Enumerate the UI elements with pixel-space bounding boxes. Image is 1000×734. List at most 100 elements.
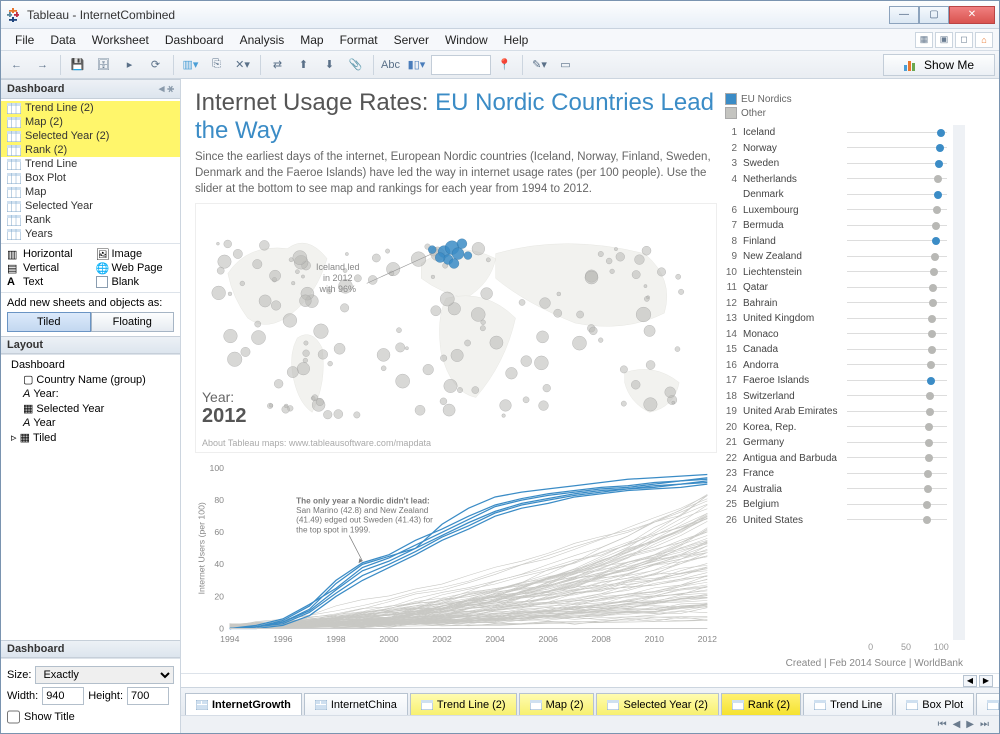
minimize-button[interactable]: — — [889, 6, 919, 24]
tab[interactable]: Trend Line (2) — [410, 693, 517, 715]
rank-row[interactable]: 24Australia — [725, 482, 953, 498]
close-button[interactable]: ✕ — [949, 6, 995, 24]
clear-button[interactable]: ✕▾ — [231, 54, 255, 76]
sheet-item[interactable]: Map — [1, 185, 180, 199]
hscroll-right[interactable]: ▶ — [979, 675, 993, 687]
obj-blank[interactable]: Blank — [96, 276, 175, 288]
rank-row[interactable]: 15Canada — [725, 342, 953, 358]
menu-server[interactable]: Server — [386, 31, 437, 49]
rank-row[interactable]: 11Qatar — [725, 280, 953, 296]
rank-row[interactable]: 25Belgium — [725, 497, 953, 513]
sheet-item[interactable]: Rank (2) — [1, 143, 180, 157]
tab[interactable]: InternetGrowth — [185, 693, 302, 715]
nav-next[interactable]: ▶ — [966, 719, 974, 730]
rank-row[interactable]: 14Monaco — [725, 327, 953, 343]
trend-chart[interactable]: 0204060801001994199619982000200220042006… — [195, 457, 717, 657]
sheet-item[interactable]: Years — [1, 227, 180, 241]
rank-row[interactable]: 3Sweden — [725, 156, 953, 172]
view-window-icon[interactable]: ◻ — [955, 32, 973, 48]
rank-row[interactable]: 19United Arab Emirates — [725, 404, 953, 420]
rank-row[interactable]: 13United Kingdom — [725, 311, 953, 327]
menu-data[interactable]: Data — [42, 31, 83, 49]
tab[interactable]: Selected Year (2) — [596, 693, 718, 715]
world-map[interactable]: Iceland ledin 2012with 96% Year:2012 Abo… — [195, 203, 717, 453]
label-button[interactable]: Abc — [379, 54, 403, 76]
height-input[interactable] — [127, 687, 169, 705]
sheet-item[interactable]: Box Plot — [1, 171, 180, 185]
rank-row[interactable]: 4Netherlands — [725, 172, 953, 188]
tab[interactable]: Map — [976, 693, 999, 715]
scroll-up-button[interactable]: ▲ — [953, 125, 965, 137]
rank-row[interactable]: 17Faeroe Islands — [725, 373, 953, 389]
rank-row[interactable]: 21Germany — [725, 435, 953, 451]
chart-type-button[interactable]: ▮▯▾ — [405, 54, 429, 76]
layout-node[interactable]: Dashboard — [5, 358, 176, 372]
sheet-item[interactable]: Selected Year — [1, 199, 180, 213]
width-input[interactable] — [42, 687, 84, 705]
sort-asc-button[interactable]: ⬆ — [292, 54, 316, 76]
tab[interactable]: Rank (2) — [721, 693, 801, 715]
highlight-button[interactable]: ✎▾ — [528, 54, 552, 76]
scroll-down-button[interactable]: ▼ — [953, 628, 965, 640]
menu-dashboard[interactable]: Dashboard — [157, 31, 232, 49]
tab[interactable]: Map (2) — [519, 693, 595, 715]
rank-row[interactable]: 2Norway — [725, 141, 953, 157]
rank-row[interactable]: 22Antigua and Barbuda — [725, 451, 953, 467]
rank-row[interactable]: 8Finland — [725, 234, 953, 250]
rank-row[interactable]: 26United States — [725, 513, 953, 529]
duplicate-button[interactable]: ⎘ — [205, 54, 229, 76]
new-worksheet-button[interactable]: ▥▾ — [179, 54, 203, 76]
rank-row[interactable]: 1Iceland — [725, 125, 953, 141]
sheet-item[interactable]: Trend Line — [1, 157, 180, 171]
rank-row[interactable]: 18Switzerland — [725, 389, 953, 405]
rank-row[interactable]: 9New Zealand — [725, 249, 953, 265]
nav-first[interactable]: ⏮ — [938, 719, 947, 730]
layout-node[interactable]: A Year — [5, 416, 176, 430]
autoupdate-button[interactable]: ▸ — [118, 54, 142, 76]
tab[interactable]: Trend Line — [803, 693, 893, 715]
sheet-item[interactable]: Trend Line (2) — [1, 101, 180, 115]
tiled-button[interactable]: Tiled — [7, 312, 91, 332]
nav-prev[interactable]: ◀ — [953, 719, 961, 730]
pin-button[interactable]: 📍 — [493, 54, 517, 76]
menu-help[interactable]: Help — [496, 31, 537, 49]
undo-button[interactable]: ← — [5, 54, 29, 76]
group-button[interactable]: 📎 — [344, 54, 368, 76]
fit-selector[interactable] — [431, 55, 491, 75]
redo-button[interactable]: → — [31, 54, 55, 76]
rank-row[interactable]: 10Liechtenstein — [725, 265, 953, 281]
rank-row[interactable]: Denmark — [725, 187, 953, 203]
menu-analysis[interactable]: Analysis — [232, 31, 293, 49]
sort-desc-button[interactable]: ⬇ — [318, 54, 342, 76]
nav-last[interactable]: ⏭ — [980, 719, 989, 730]
obj-image[interactable]: 🖼Image — [96, 248, 175, 260]
rank-row[interactable]: 20Korea, Rep. — [725, 420, 953, 436]
layout-node[interactable]: ▢ Country Name (group) — [5, 372, 176, 387]
rank-row[interactable]: 23France — [725, 466, 953, 482]
swap-button[interactable]: ⇄ — [266, 54, 290, 76]
sheet-item[interactable]: Map (2) — [1, 115, 180, 129]
run-button[interactable]: ⟳ — [144, 54, 168, 76]
obj-text[interactable]: AText — [7, 276, 86, 288]
maximize-button[interactable]: ▢ — [919, 6, 949, 24]
rank-row[interactable]: 6Luxembourg — [725, 203, 953, 219]
menu-map[interactable]: Map — [292, 31, 331, 49]
floating-button[interactable]: Floating — [91, 312, 175, 332]
obj-webpage[interactable]: 🌐Web Page — [96, 262, 175, 274]
view-grid-icon[interactable]: ▣ — [935, 32, 953, 48]
tab[interactable]: Box Plot — [895, 693, 974, 715]
obj-horizontal[interactable]: ▥Horizontal — [7, 248, 86, 260]
sheet-item[interactable]: Rank — [1, 213, 180, 227]
hscroll-left[interactable]: ◀ — [963, 675, 977, 687]
sheet-item[interactable]: Selected Year (2) — [1, 129, 180, 143]
layout-node[interactable]: ▹ ▦ Tiled — [5, 430, 176, 445]
scrollbar-thumb[interactable] — [953, 137, 965, 177]
menu-format[interactable]: Format — [332, 31, 386, 49]
show-title-checkbox[interactable] — [7, 708, 20, 726]
size-select[interactable]: Exactly — [35, 666, 174, 684]
layout-node[interactable]: ▦ Selected Year — [5, 401, 176, 416]
obj-vertical[interactable]: ▤Vertical — [7, 262, 86, 274]
rank-row[interactable]: 16Andorra — [725, 358, 953, 374]
menu-window[interactable]: Window — [437, 31, 496, 49]
scrollbar-track[interactable] — [953, 125, 965, 640]
